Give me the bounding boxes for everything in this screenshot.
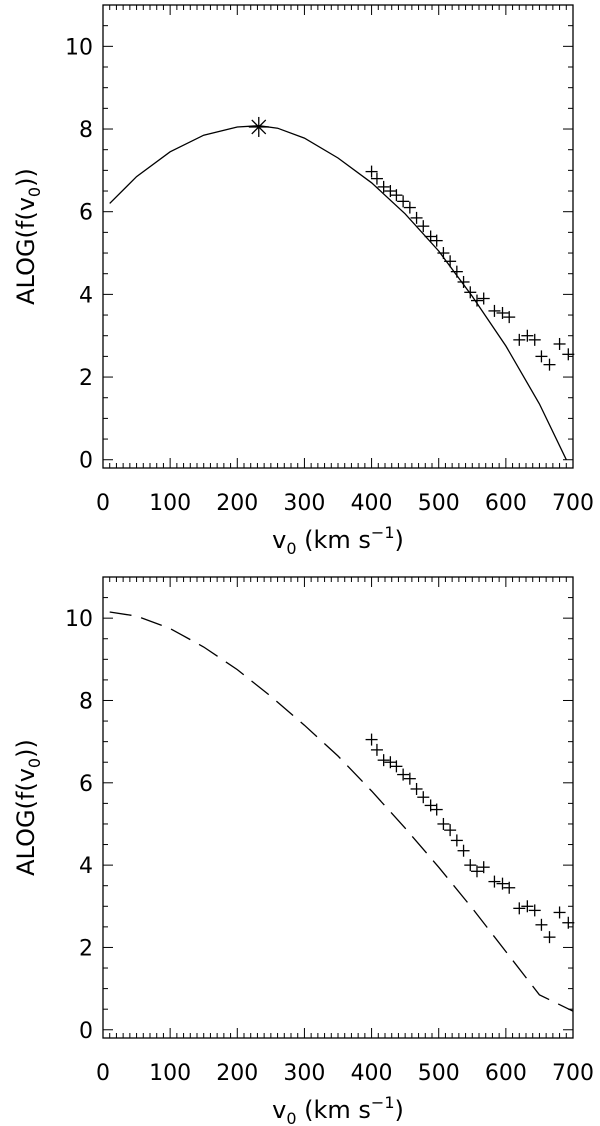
data-point [450, 265, 463, 278]
peak-marker-d2 [251, 119, 267, 135]
model-curve-dashed [109, 611, 574, 1012]
x-tick-label: 100 [149, 1061, 191, 1086]
y-tick-label: 0 [79, 449, 93, 474]
data-point [370, 172, 383, 185]
data-point [403, 201, 416, 214]
x-tick-label: 400 [351, 491, 393, 516]
data-point [437, 247, 450, 260]
data-point [377, 180, 390, 193]
data-point [377, 754, 390, 767]
data-point [370, 743, 383, 756]
y-tick-label: 8 [79, 689, 93, 714]
data-point [390, 189, 403, 202]
data-point [464, 286, 477, 299]
peak-marker [248, 116, 269, 137]
data-point [513, 902, 526, 915]
x-tick-label: 500 [418, 491, 460, 516]
data-point [496, 877, 509, 890]
data-point [417, 791, 430, 804]
x-axis-label: v0 (km s−1) [272, 523, 404, 558]
data-point [397, 195, 410, 208]
data-point [430, 234, 443, 247]
data-point [535, 918, 548, 931]
y-tick-label: 6 [79, 772, 93, 797]
y-tick-label: 8 [79, 118, 93, 143]
x-tick-label: 600 [485, 1061, 527, 1086]
data-point [477, 861, 490, 874]
y-tick-label: 10 [65, 607, 93, 632]
data-point [503, 881, 516, 894]
data-point [403, 772, 416, 785]
data-point [410, 211, 423, 224]
x-tick-label: 100 [149, 491, 191, 516]
data-point [430, 803, 443, 816]
data-point [521, 900, 534, 913]
data-point [464, 859, 477, 872]
data-point [470, 294, 483, 307]
y-axis-label: ALOG(f(v0)) [12, 739, 44, 876]
x-axis-label: v0 (km s−1) [272, 1093, 404, 1126]
x-tick-label: 300 [283, 1061, 325, 1086]
model-curve [109, 125, 567, 460]
y-tick-label: 10 [65, 35, 93, 60]
y-tick-label: 2 [79, 936, 93, 961]
data-point [528, 904, 541, 917]
data-point [488, 875, 501, 888]
data-point [424, 230, 437, 243]
y-tick-label: 0 [79, 1019, 93, 1044]
data-point [513, 333, 526, 346]
y-tick-label: 4 [79, 854, 93, 879]
x-tick-label: 0 [96, 1061, 110, 1086]
data-point [562, 916, 575, 929]
data-point [496, 306, 509, 319]
data-point [488, 304, 501, 317]
data-point [365, 165, 378, 178]
x-tick-label: 200 [216, 1061, 258, 1086]
data-point [477, 292, 490, 305]
data-point [424, 799, 437, 812]
data-point [384, 756, 397, 769]
data-point [457, 844, 470, 857]
data-point [365, 733, 378, 746]
data-point [444, 824, 457, 837]
y-axis-label: ALOG(f(v0)) [12, 168, 44, 305]
panel-bottom: 0 100 200 300 400 500 600 700 0 2 4 6 8 10 v0 (km s−1)… [12, 576, 594, 1126]
x-tick-label: 0 [96, 491, 110, 516]
data-point [521, 329, 534, 342]
y-tick-label: 6 [79, 201, 93, 226]
x-tick-label: 400 [351, 1061, 393, 1086]
data-point [562, 348, 575, 361]
y-tick-label: 4 [79, 283, 93, 308]
x-tick-label: 700 [552, 1061, 594, 1086]
data-point [397, 768, 410, 781]
x-tick-label: 700 [552, 491, 594, 516]
x-tick-label: 200 [216, 491, 258, 516]
data-point [543, 931, 556, 944]
data-point [457, 275, 470, 288]
x-tick-label: 600 [485, 491, 527, 516]
x-tick-label: 300 [283, 491, 325, 516]
panel-top: 0 100 200 300 400 500 600 700 0 2 4 6 8 10 v0 (km s−1)… [12, 4, 594, 558]
data-point [535, 350, 548, 363]
data-point [470, 865, 483, 878]
data-point [410, 782, 423, 795]
plot-frame [102, 4, 574, 469]
plot-frame [102, 576, 574, 1039]
data-point [503, 311, 516, 324]
x-tick-label: 500 [418, 1061, 460, 1086]
data-point [553, 906, 566, 919]
data-point [444, 255, 457, 268]
y-tick-label: 2 [79, 366, 93, 391]
data-point [417, 220, 430, 233]
data-point [384, 185, 397, 198]
data-point [528, 333, 541, 346]
data-point [450, 834, 463, 847]
data-point [543, 358, 556, 371]
data-point [553, 337, 566, 350]
data-point [437, 817, 450, 830]
data-point [390, 760, 403, 773]
